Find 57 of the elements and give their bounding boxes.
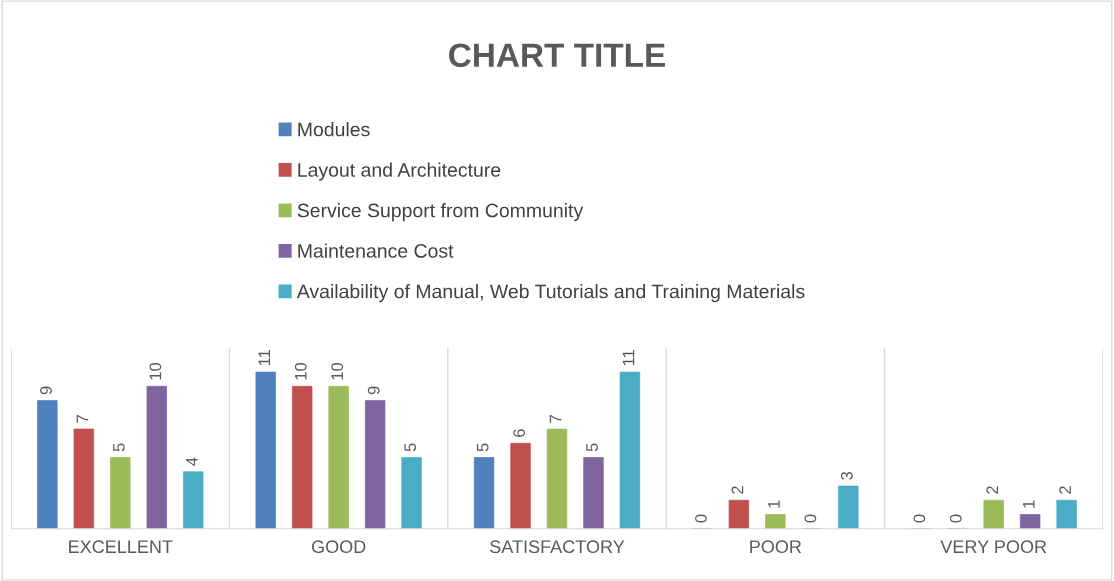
bar [73, 428, 95, 529]
x-tick-label: SATISFACTORY [490, 540, 625, 554]
bar [401, 457, 422, 529]
data-label: 2 [986, 486, 998, 494]
data-label: 10 [331, 362, 344, 380]
bar [510, 442, 531, 529]
data-label: 10 [149, 362, 162, 380]
bar [1019, 514, 1041, 529]
data-label: 0 [695, 514, 707, 523]
data-label: 7 [549, 415, 562, 423]
data-label: 1 [768, 500, 780, 508]
data-label: 2 [1059, 486, 1071, 494]
data-label: 10 [294, 362, 307, 380]
legend-label: Availability of Manual, Web Tutorials and Training Materials [296, 284, 805, 303]
x-tick-label: EXCELLENT [69, 540, 173, 554]
data-label: 5 [113, 443, 125, 452]
bar [364, 400, 386, 529]
bar [546, 428, 568, 529]
bar [110, 457, 131, 529]
bar [146, 385, 167, 529]
bar [619, 371, 641, 529]
x-tick-label: POOR [750, 540, 802, 554]
data-label: 1 [1023, 500, 1035, 508]
data-label: 11 [622, 350, 635, 366]
data-label: 5 [476, 443, 489, 452]
bar [37, 400, 58, 529]
legend-label: Layout and Architecture [298, 162, 501, 181]
legend-label: Modules [298, 122, 370, 137]
bar [1056, 499, 1077, 529]
data-label: 6 [513, 429, 526, 437]
bar [292, 385, 313, 529]
bar [255, 371, 276, 529]
data-label: 5 [586, 443, 598, 452]
data-label: 0 [949, 514, 962, 523]
data-label: 5 [404, 443, 417, 452]
bar [765, 514, 786, 529]
chart-title: CHART TITLE [449, 43, 665, 68]
legend-label: Maintenance Cost [298, 243, 454, 258]
data-label: 9 [367, 386, 380, 395]
data-label: 0 [913, 514, 926, 523]
bar [473, 457, 495, 529]
x-tick-label: VERY POOR [940, 540, 1047, 554]
bar [983, 499, 1004, 529]
data-label: 7 [76, 415, 89, 423]
data-label: 2 [731, 486, 744, 494]
bar [183, 471, 204, 529]
bar [328, 385, 349, 529]
x-tick-label: GOOD [311, 540, 366, 554]
data-label: 3 [840, 471, 853, 480]
bar [838, 485, 859, 529]
data-label: 0 [804, 514, 817, 523]
data-label: 4 [186, 457, 198, 466]
bar [583, 457, 604, 529]
data-label: 11 [258, 350, 271, 366]
legend-label: Service Support from Community [297, 203, 584, 222]
bar [728, 499, 750, 529]
data-label: 9 [40, 386, 52, 395]
